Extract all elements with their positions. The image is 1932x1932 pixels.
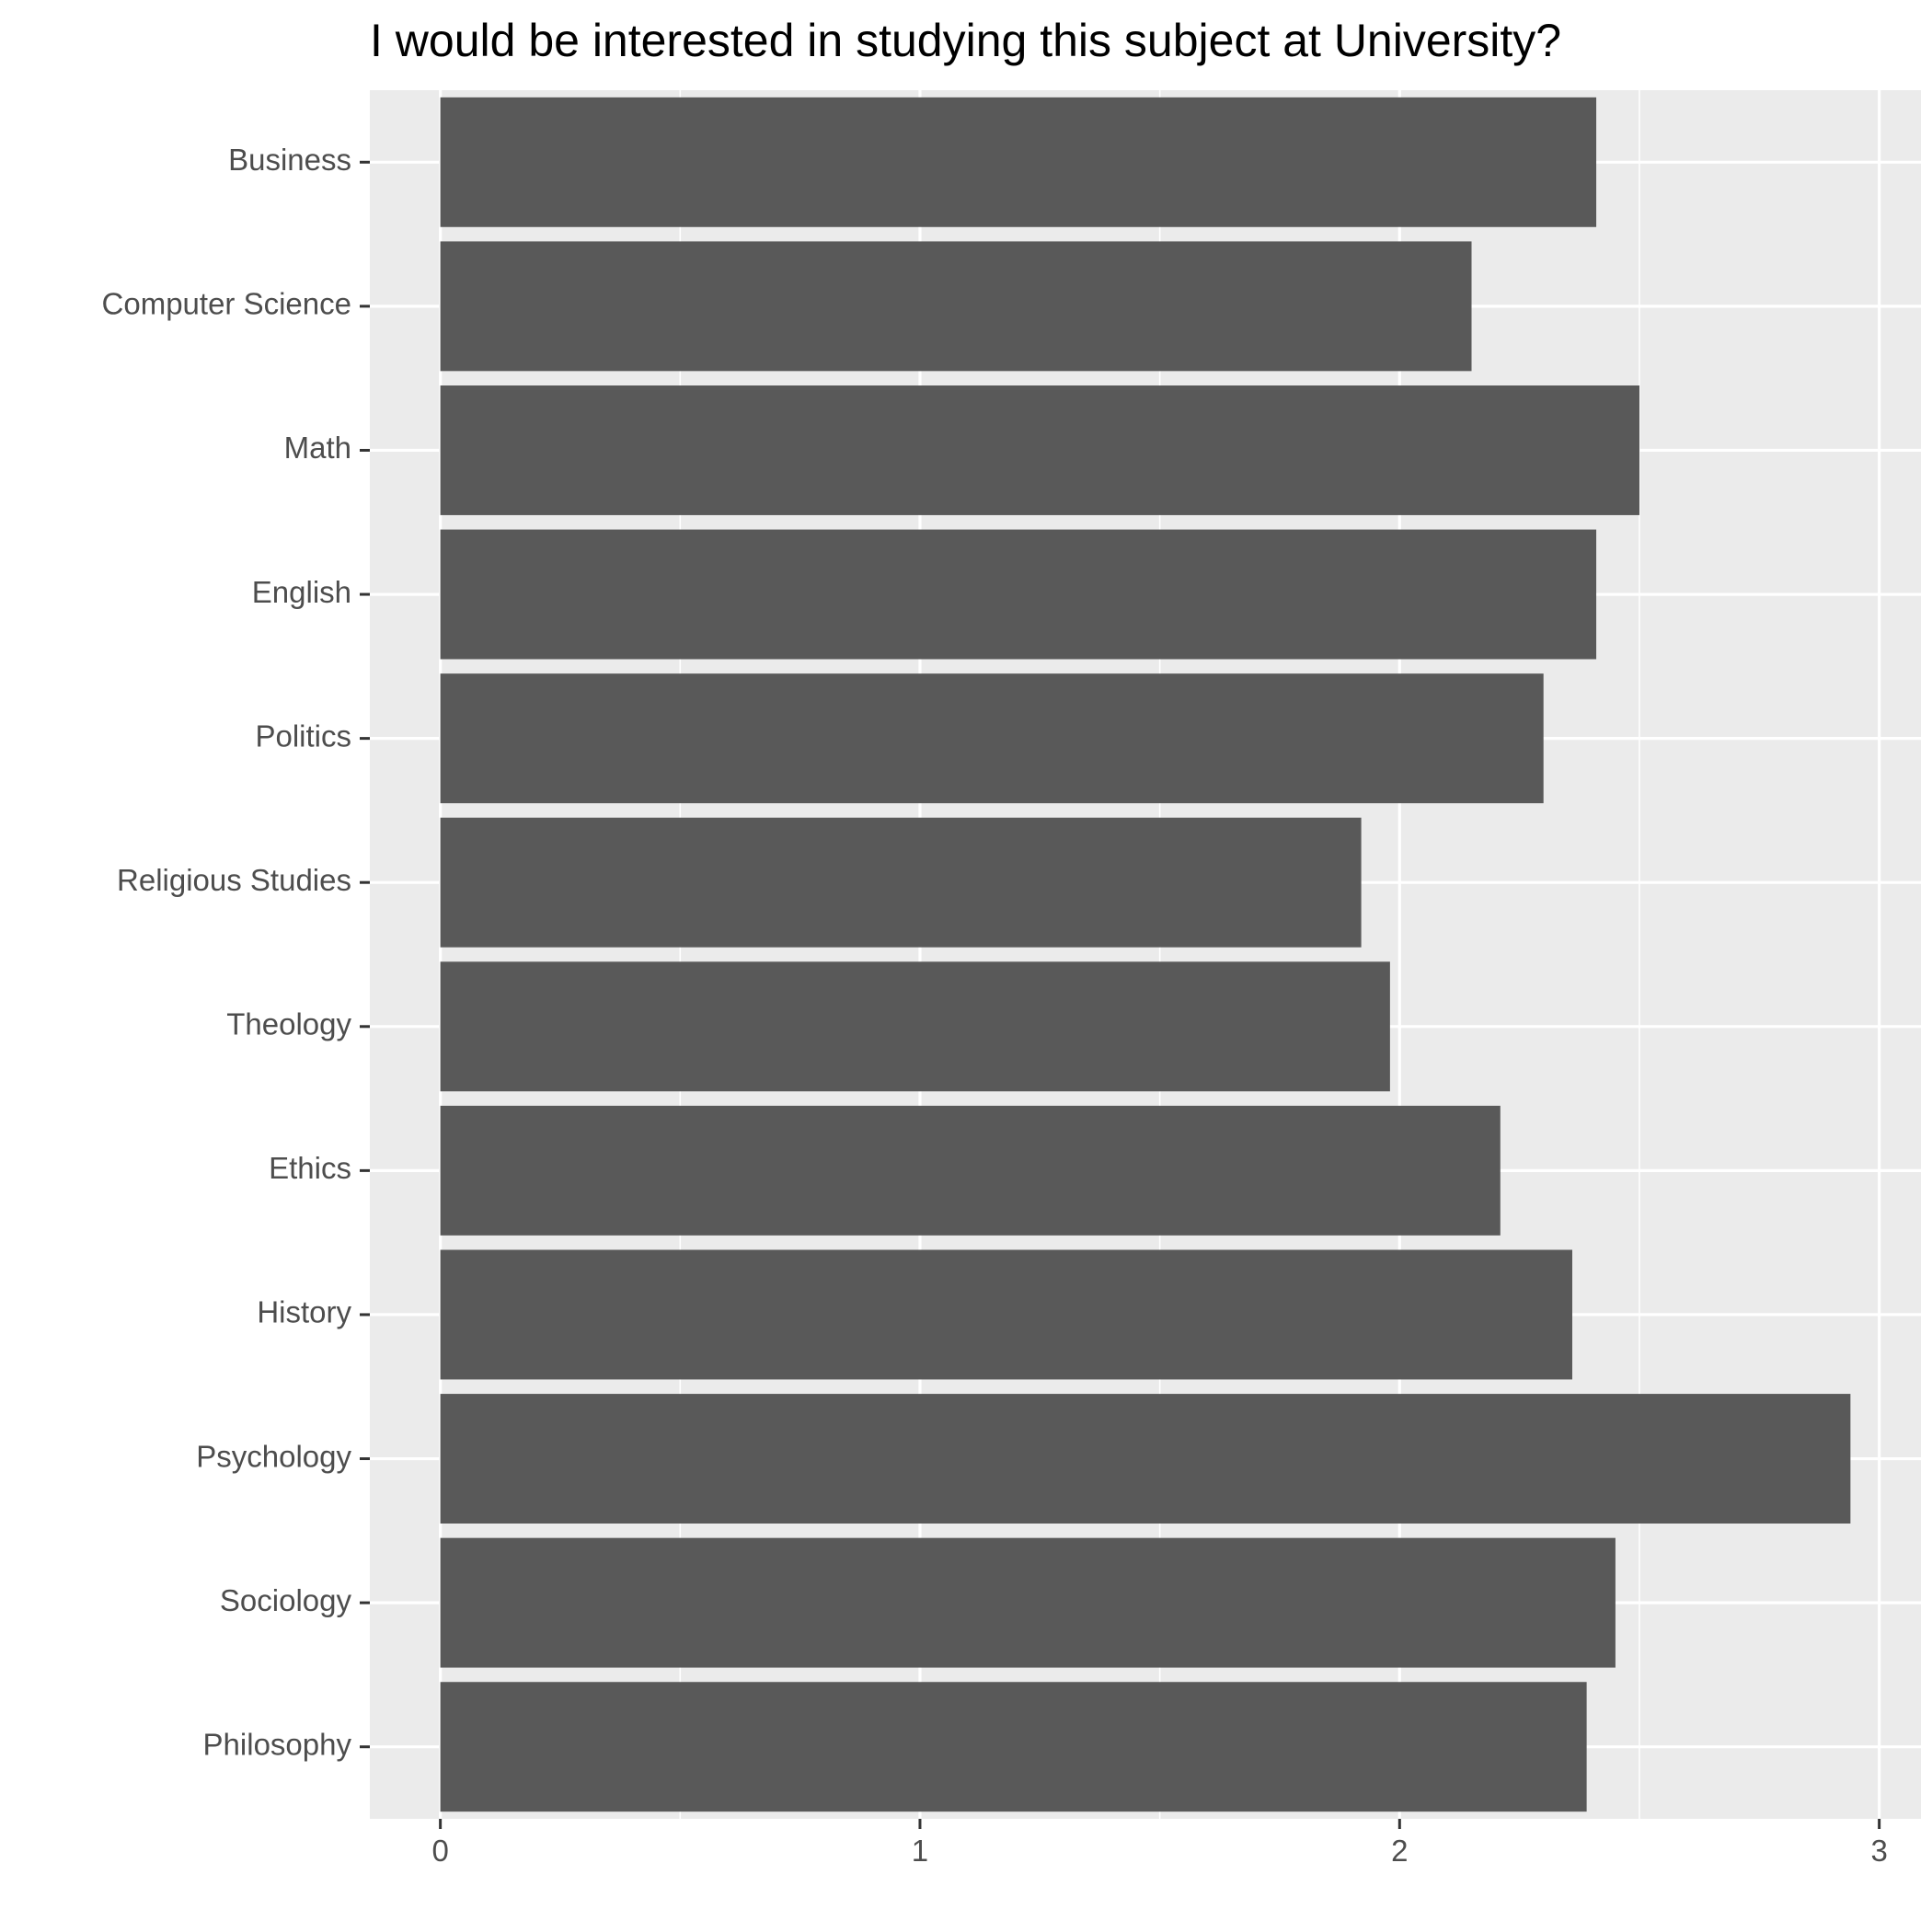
bar	[440, 1682, 1587, 1812]
y-tick-label: Philosophy	[203, 1727, 352, 1761]
y-tick-label: Business	[228, 143, 351, 177]
minor-gridlines	[679, 90, 1640, 1819]
bar	[440, 1105, 1501, 1236]
y-tick-label: Ethics	[269, 1151, 351, 1185]
y-tick-label: Computer Science	[102, 287, 351, 321]
bar	[440, 97, 1597, 227]
bars	[440, 97, 1851, 1812]
x-axis: 0 1 2 3	[431, 1819, 1888, 1868]
bar	[440, 961, 1390, 1092]
y-tick-label: Religious Studies	[117, 863, 351, 897]
bar	[440, 1537, 1616, 1668]
bar	[440, 817, 1362, 948]
x-tick-label: 0	[431, 1834, 448, 1868]
y-tick-label: History	[257, 1295, 351, 1329]
y-tick-label: Psychology	[196, 1439, 351, 1473]
chart-title: I would be interested in studying this s…	[370, 15, 1561, 66]
bar	[440, 673, 1544, 804]
x-tick-label: 1	[912, 1834, 928, 1868]
x-tick-label: 2	[1391, 1834, 1408, 1868]
plot-panel	[370, 90, 1921, 1819]
bar	[440, 241, 1472, 372]
y-axis: Business Computer Science Math English Polit…	[102, 143, 370, 1761]
y-tick-label: Sociology	[220, 1583, 352, 1617]
x-tick-label: 3	[1870, 1834, 1887, 1868]
bar	[440, 529, 1597, 660]
y-tick-label: Theology	[226, 1007, 351, 1041]
y-tick-label: Politics	[255, 719, 351, 753]
bar	[440, 385, 1639, 515]
y-tick-label: English	[252, 575, 351, 609]
y-tick-label: Math	[284, 431, 351, 465]
bar	[440, 1394, 1851, 1524]
bar	[440, 1249, 1572, 1380]
